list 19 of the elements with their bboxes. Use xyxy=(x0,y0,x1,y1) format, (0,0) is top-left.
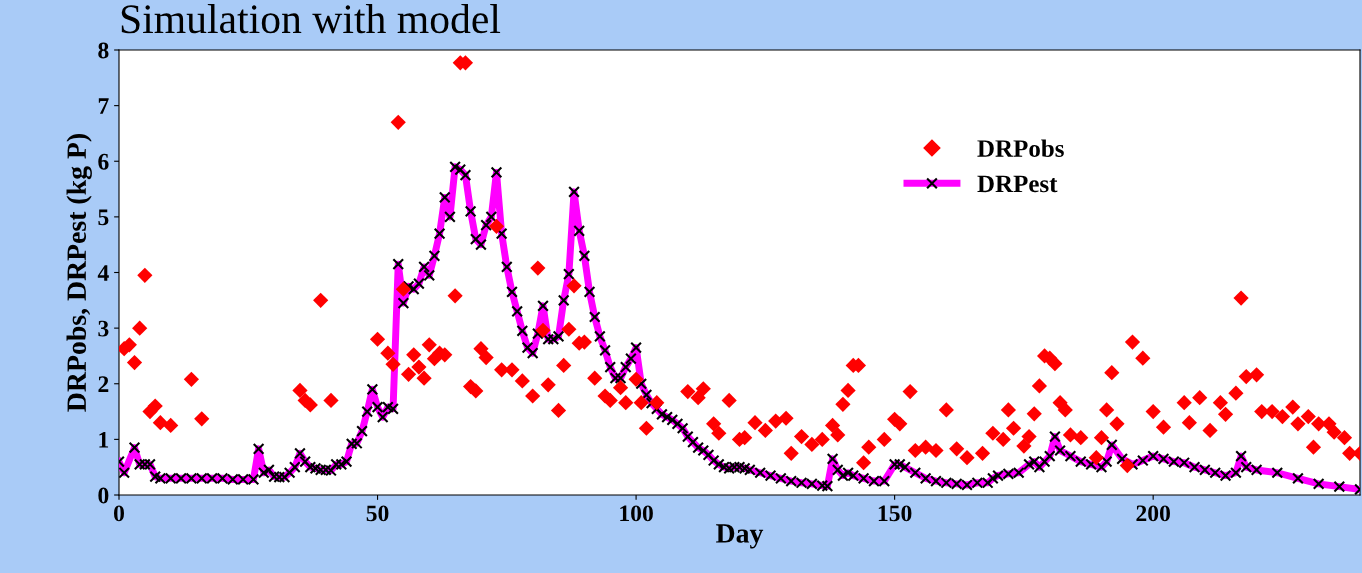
legend-label: DRPobs xyxy=(977,139,1064,157)
y-axis-title: DRPobs, DRPest (kg P) xyxy=(66,134,92,412)
x-axis-title: Day xyxy=(716,524,764,549)
y-tick-label: 6 xyxy=(98,153,109,170)
y-tick-label: 1 xyxy=(99,431,109,448)
x-tick-label: 200 xyxy=(1136,505,1170,522)
y-tick-label: 8 xyxy=(98,42,109,59)
y-tick-label: 3 xyxy=(98,320,109,337)
y-tick-label: 4 xyxy=(97,265,109,281)
chart-title: Simulation with model xyxy=(121,4,501,34)
x-tick-label: 100 xyxy=(620,505,653,522)
legend-label: DRPest xyxy=(977,175,1058,193)
y-tick-label: 2 xyxy=(98,376,109,392)
x-tick-label: 150 xyxy=(878,505,912,522)
y-tick-label: 7 xyxy=(98,98,109,114)
y-tick-label: 0 xyxy=(98,487,109,504)
x-tick-label: 0 xyxy=(114,505,124,522)
y-tick-label: 5 xyxy=(98,209,109,226)
x-tick-label: 50 xyxy=(366,505,389,522)
